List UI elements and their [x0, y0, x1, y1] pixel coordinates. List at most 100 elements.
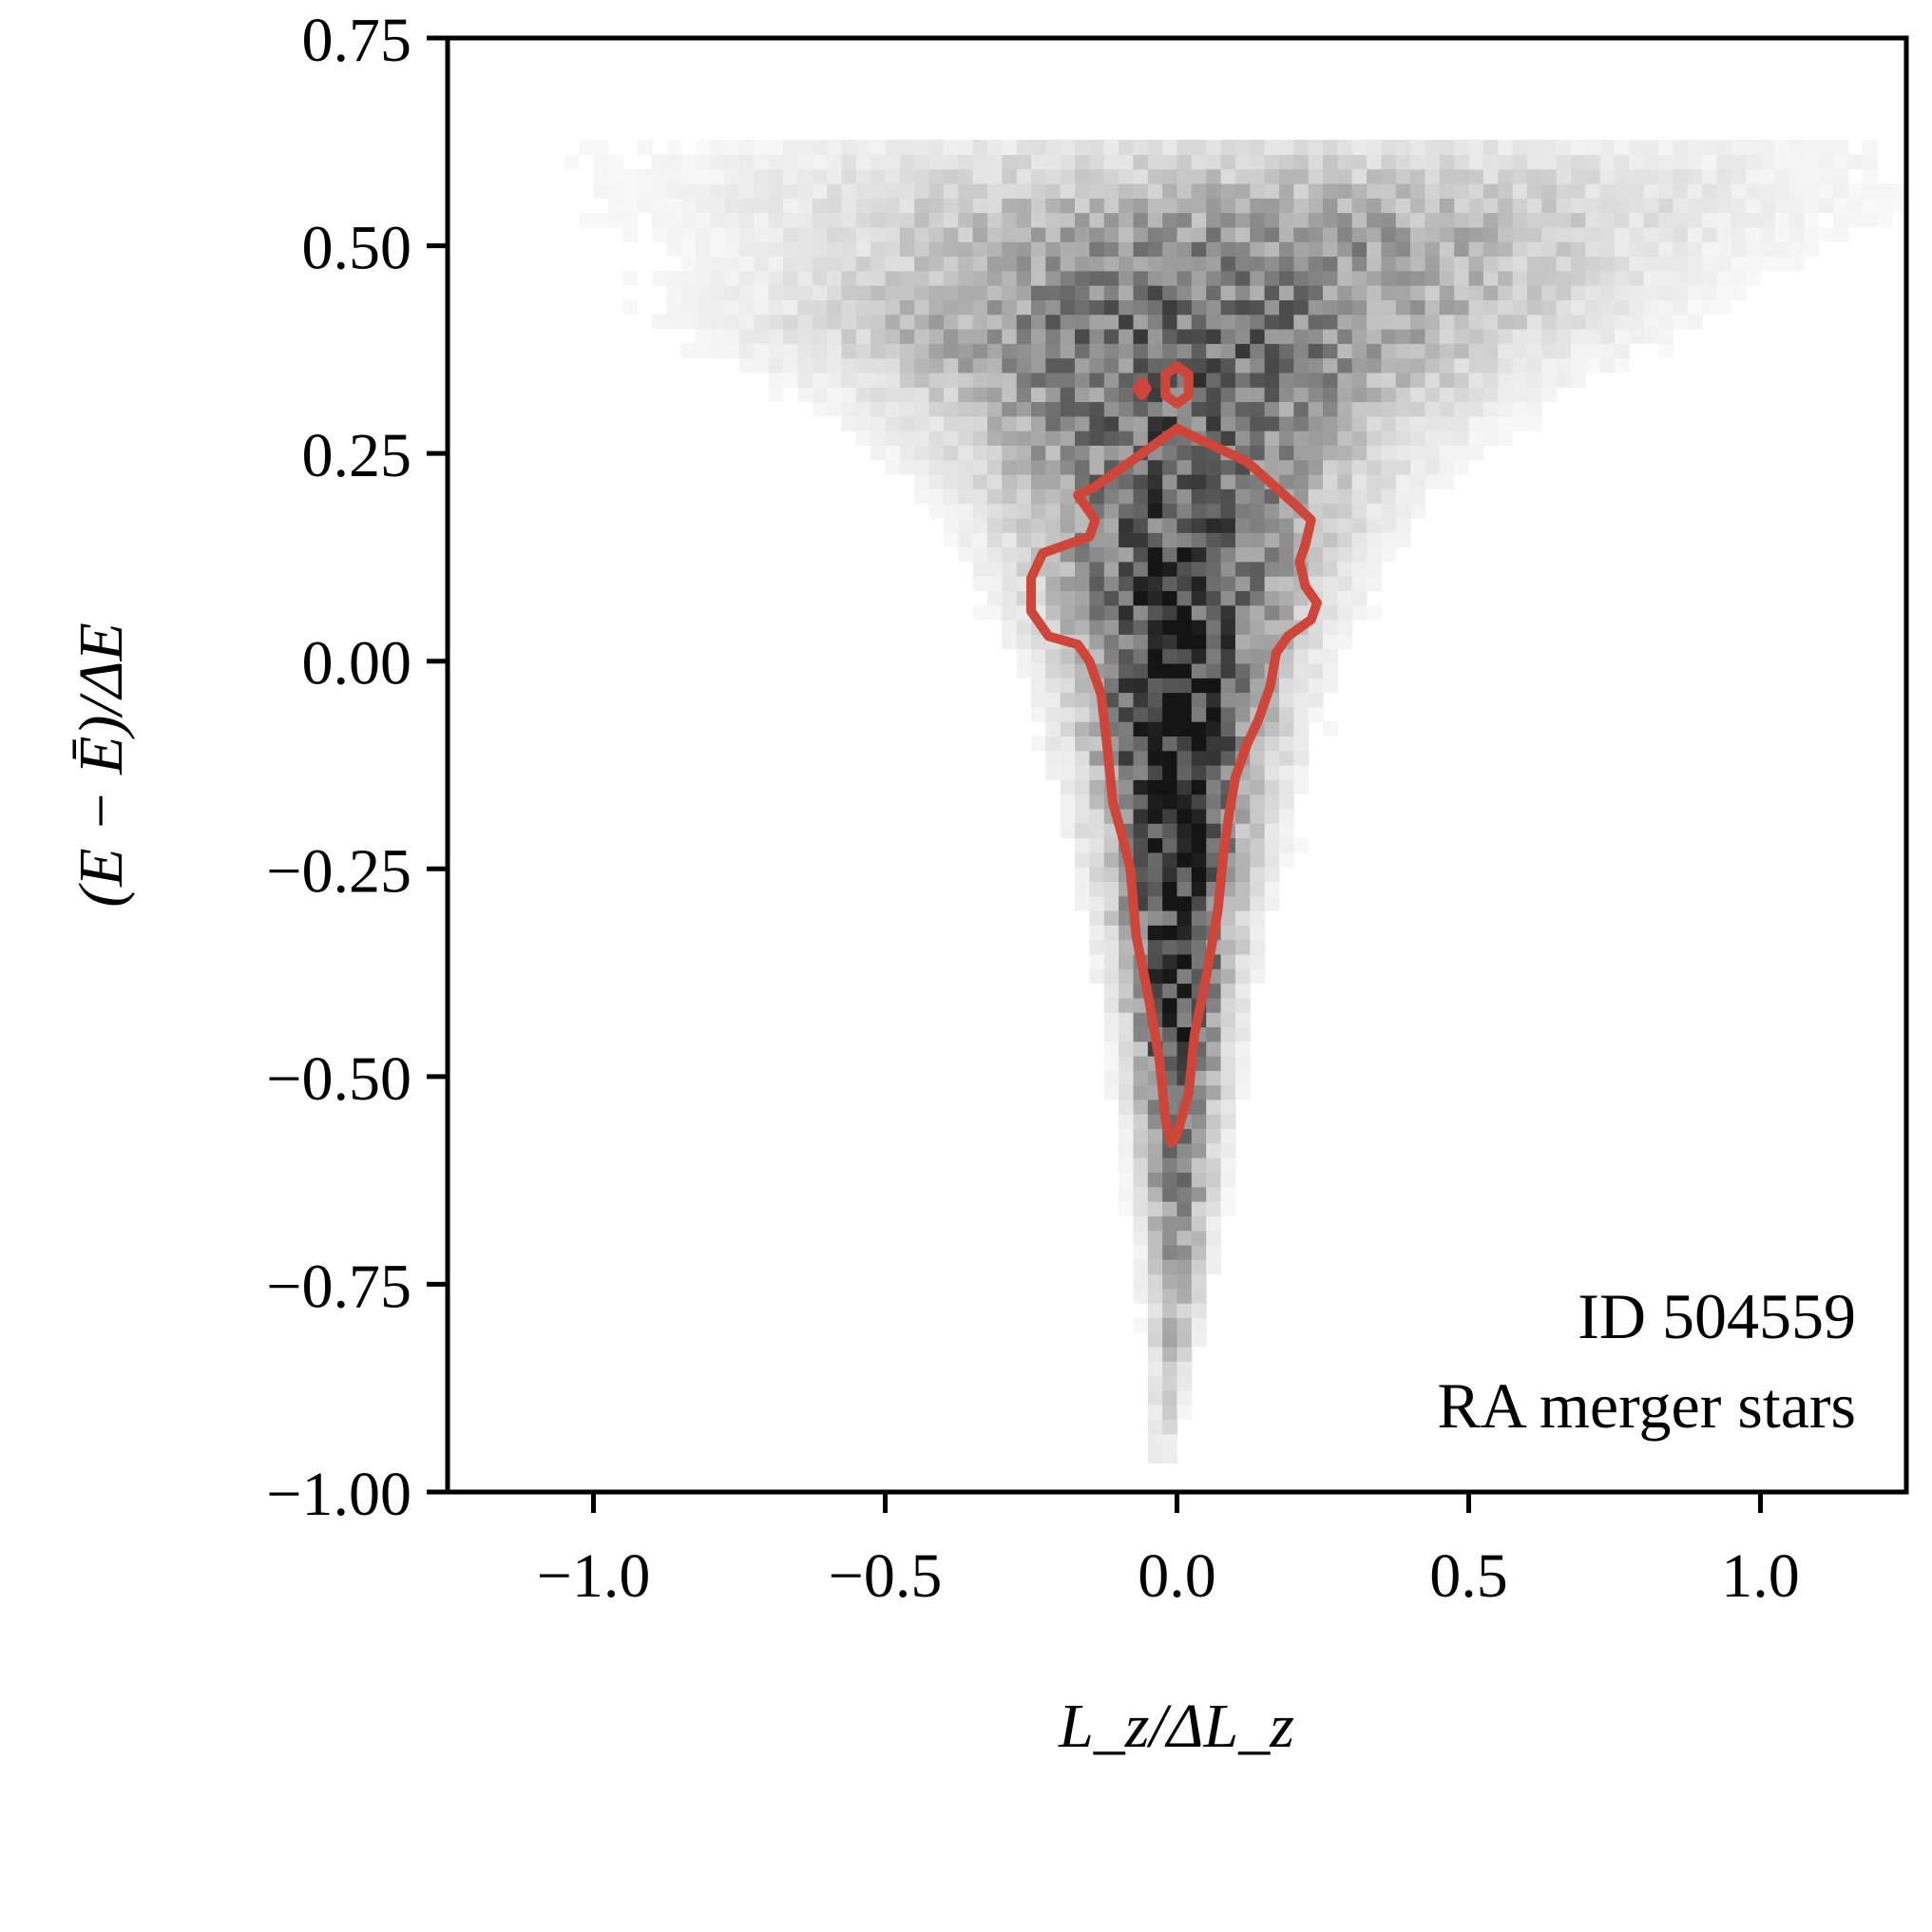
heatmap-cell: [797, 372, 813, 388]
y-axis: 0.750.500.250.00−0.25−0.50−0.75−1.00: [266, 6, 448, 1529]
heatmap-cell: [1498, 140, 1514, 155]
heatmap-cell: [1191, 706, 1207, 722]
heatmap-cell: [1512, 198, 1528, 214]
heatmap-cell: [1293, 343, 1310, 359]
heatmap-cell: [1337, 620, 1353, 635]
heatmap-cell: [958, 329, 974, 344]
heatmap-cell: [1206, 212, 1222, 228]
heatmap-cell: [1395, 314, 1411, 330]
heatmap-cell: [1658, 329, 1674, 344]
heatmap-cell: [1410, 503, 1425, 519]
heatmap-cell: [1439, 387, 1455, 403]
heatmap-cell: [1031, 532, 1046, 548]
heatmap-cell: [972, 387, 988, 403]
heatmap-cell: [943, 517, 959, 533]
heatmap-cell: [1746, 270, 1762, 286]
heatmap-cell: [1250, 198, 1266, 214]
heatmap-cell: [1060, 823, 1076, 839]
heatmap-cell: [958, 183, 974, 199]
heatmap-cell: [928, 285, 945, 300]
heatmap-cell: [899, 415, 915, 431]
heatmap-cell: [1264, 576, 1280, 591]
heatmap-cell: [739, 212, 755, 228]
heatmap-cell: [1687, 241, 1703, 258]
heatmap-cell: [914, 357, 930, 373]
heatmap-cell: [1075, 590, 1090, 606]
heatmap-cell: [1191, 140, 1207, 155]
heatmap-cell: [1045, 299, 1062, 316]
heatmap-cell: [1308, 212, 1324, 228]
heatmap-cell: [1103, 329, 1119, 344]
heatmap-cell: [1191, 154, 1207, 170]
heatmap-cell: [1234, 517, 1251, 533]
heatmap-cell: [1119, 662, 1134, 679]
heatmap-cell: [827, 270, 842, 286]
heatmap-cell: [1863, 140, 1878, 155]
heatmap-cell: [1234, 823, 1251, 839]
heatmap-cell: [1439, 415, 1455, 431]
heatmap-cell: [1147, 662, 1163, 679]
heatmap-cell: [1191, 343, 1207, 359]
heatmap-cell: [1308, 662, 1324, 679]
heatmap-cell: [1147, 198, 1163, 214]
heatmap-cell: [1395, 401, 1411, 417]
heatmap-cell: [1279, 678, 1294, 694]
heatmap-cell: [1818, 183, 1834, 199]
heatmap-cell: [1162, 968, 1178, 985]
heatmap-cell: [972, 532, 988, 548]
heatmap-cell: [1162, 678, 1178, 694]
heatmap-cell: [841, 198, 857, 214]
heatmap-cell: [855, 212, 871, 228]
heatmap-cell: [1119, 532, 1134, 548]
heatmap-cell: [1103, 576, 1119, 591]
heatmap-cell: [1381, 329, 1397, 344]
heatmap-cell: [1279, 329, 1294, 344]
heatmap-cell: [1119, 488, 1134, 505]
heatmap-cell: [1482, 415, 1499, 431]
heatmap-cell: [1571, 329, 1586, 344]
heatmap-cell: [1863, 183, 1878, 199]
heatmap-cell: [1234, 488, 1251, 505]
heatmap-cell: [1016, 357, 1032, 373]
heatmap-cell: [1133, 561, 1149, 577]
heatmap-cell: [1016, 314, 1032, 330]
heatmap-cell: [1264, 285, 1280, 300]
heatmap-cell: [885, 241, 901, 258]
heatmap-cell: [1234, 910, 1251, 926]
heatmap-cell: [1060, 168, 1076, 184]
heatmap-cell: [1147, 1419, 1163, 1435]
heatmap-cell: [1279, 851, 1294, 868]
heatmap-cell: [1541, 372, 1558, 388]
heatmap-cell: [827, 198, 842, 214]
heatmap-cell: [1162, 1012, 1178, 1027]
heatmap-cell: [1250, 343, 1266, 359]
heatmap-cell: [622, 299, 639, 316]
heatmap-cell: [1206, 678, 1222, 694]
heatmap-cell: [1060, 765, 1076, 780]
heatmap-cell: [1234, 590, 1251, 606]
heatmap-cell: [1002, 168, 1018, 184]
heatmap-cell: [1060, 678, 1076, 694]
heatmap-cell: [1119, 939, 1134, 955]
heatmap-cell: [1556, 183, 1572, 199]
heatmap-cell: [1381, 445, 1397, 461]
heatmap-cell: [1585, 329, 1601, 344]
heatmap-cell: [1191, 590, 1207, 606]
heatmap-cell: [1191, 401, 1207, 417]
heatmap-cell: [1075, 867, 1090, 882]
heatmap-cell: [1191, 692, 1207, 708]
heatmap-cell: [1220, 620, 1236, 635]
heatmap-cell: [1425, 285, 1441, 300]
heatmap-cell: [1075, 212, 1090, 228]
heatmap-cell: [1658, 226, 1674, 242]
heatmap-cell: [1264, 808, 1280, 824]
heatmap-cell: [710, 168, 726, 184]
heatmap-cell: [928, 314, 945, 330]
heatmap-cell: [841, 415, 857, 431]
heatmap-cell: [1147, 678, 1163, 694]
heatmap-cell: [1760, 212, 1776, 228]
heatmap-cell: [943, 299, 959, 316]
heatmap-cell: [899, 226, 915, 242]
heatmap-cell: [1060, 430, 1076, 446]
heatmap-cell: [1191, 765, 1207, 780]
